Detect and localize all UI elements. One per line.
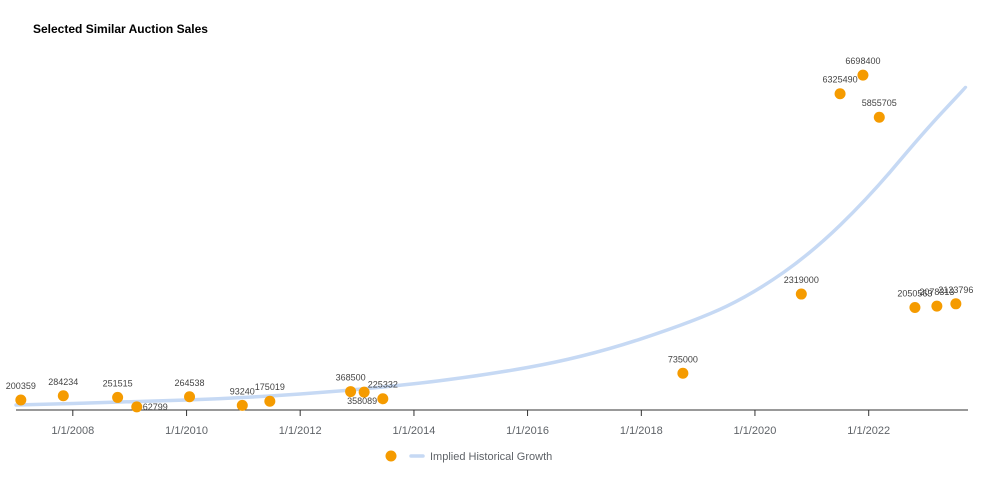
data-label: 93240: [230, 386, 255, 396]
data-label: 6325490: [823, 75, 858, 85]
x-tick-label: 1/1/2014: [393, 425, 436, 437]
trend-line: [16, 88, 966, 406]
data-point: [909, 302, 920, 313]
data-point: [857, 70, 868, 81]
legend: Implied Historical Growth: [386, 451, 553, 464]
points-layer: [15, 70, 961, 413]
data-label: 368500: [336, 373, 366, 383]
data-point: [377, 393, 388, 404]
data-label: 5855705: [862, 98, 897, 108]
legend-marker-points: [386, 451, 397, 462]
data-point: [677, 368, 688, 379]
data-label: 264538: [175, 378, 205, 388]
axis-layer: 1/1/2008 1/1/2010 1/1/2012 1/1/2014 1/1/2016…: [16, 410, 968, 437]
x-tick-label: 1/1/2018: [620, 425, 663, 437]
data-label: 6698400: [845, 56, 880, 66]
x-tick-label: 1/1/2012: [279, 425, 322, 437]
data-point: [15, 394, 26, 405]
data-point: [131, 401, 142, 412]
data-point: [58, 390, 69, 401]
data-label: 200359: [6, 381, 36, 391]
data-point: [264, 396, 275, 407]
data-label: 284234: [48, 377, 78, 387]
data-label: 251515: [103, 378, 133, 388]
data-point: [950, 298, 961, 309]
data-point: [835, 88, 846, 99]
data-point: [184, 391, 195, 402]
x-tick-label: 1/1/2020: [734, 425, 777, 437]
x-tick-label: 1/1/2022: [847, 425, 890, 437]
data-label: 175019: [255, 382, 285, 392]
data-point: [112, 392, 123, 403]
data-label: 735000: [668, 354, 698, 364]
data-label: 2123796: [938, 285, 973, 295]
x-tick-label: 1/1/2008: [51, 425, 94, 437]
legend-label-trend: Implied Historical Growth: [430, 451, 552, 463]
x-tick-label: 1/1/2016: [506, 425, 549, 437]
data-label: 62799: [143, 402, 168, 412]
data-point: [796, 289, 807, 300]
data-point: [874, 112, 885, 123]
x-tick-label: 1/1/2010: [165, 425, 208, 437]
data-label: 225332: [368, 380, 398, 390]
data-point: [237, 400, 248, 411]
data-label: 358089: [347, 396, 377, 406]
data-point: [931, 301, 942, 312]
trend-layer: [16, 88, 966, 406]
data-label: 2319000: [784, 275, 819, 285]
